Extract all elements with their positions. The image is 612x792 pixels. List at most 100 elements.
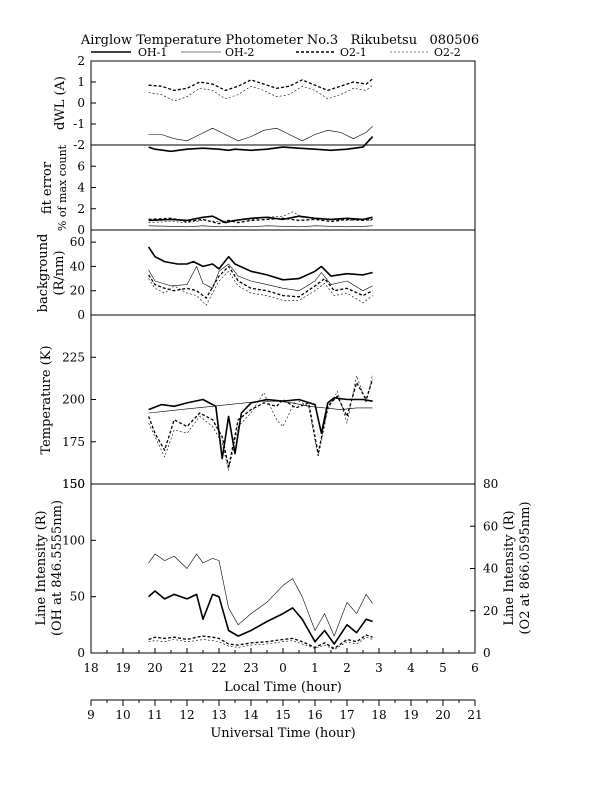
x-axis-local-tick-label: 0	[279, 661, 287, 675]
background-series-o2-2	[148, 270, 373, 306]
x-axis-local-tick-label: 1	[311, 661, 319, 675]
background-ytick-label: 20	[70, 284, 85, 298]
x-axis-local-tick-label: 18	[83, 661, 98, 675]
panel-temperature: Temperature (K)	[39, 314, 476, 485]
temperature-series-oh-2	[148, 400, 373, 414]
legend-label-oh-2: OH-2	[225, 46, 254, 59]
panel-dwl: dWL (A)	[53, 60, 476, 146]
x-axis-ut-tick-label: 9	[87, 708, 95, 722]
legend-label-oh-1: OH-1	[138, 46, 167, 59]
dwl-ytick-label: -1	[73, 117, 85, 131]
panel-fit-error-ylabel-2: % of max count	[56, 144, 69, 231]
line-intensity-ytick-right-label: 0	[483, 646, 491, 660]
panel-line-intensity-ylabel-right-1: Line Intensity (R)	[502, 510, 517, 625]
fit-error-ytick-label: 4	[77, 181, 85, 195]
line-intensity-series-oh-1	[148, 590, 373, 645]
x-axis-local-tick-label: 2	[343, 661, 351, 675]
background-series-oh-2	[148, 263, 373, 292]
legend: OH-1 OH-2 O2-1 O2-2	[91, 46, 461, 59]
line-intensity-ytick-label: 100	[62, 533, 85, 547]
x-axis-ut-tick-label: 19	[403, 708, 418, 722]
background-ytick-label: 40	[70, 259, 85, 273]
x-axis-local-tick-label: 21	[179, 661, 194, 675]
background-series-o2-1	[148, 265, 373, 299]
x-axis-local-tick-label: 22	[211, 661, 226, 675]
temperature-series-o2-2	[148, 374, 373, 471]
x-axis-local-tick-label: 5	[439, 661, 447, 675]
background-ytick-label: 60	[70, 235, 85, 249]
temperature-series-o2-1	[147, 379, 374, 468]
x-axis-local-tick-label: 23	[243, 661, 258, 675]
temperature-series-oh-1	[148, 396, 373, 460]
x-axis-local-tick-label: 20	[147, 661, 162, 675]
line-intensity-ytick-right-label: 60	[483, 519, 498, 533]
dwl-ytick-label: 0	[77, 96, 85, 110]
background-ytick-label: 0	[77, 308, 85, 322]
line-intensity-series-oh-2	[148, 553, 373, 637]
panel-fit-error-frame	[90, 144, 476, 231]
x-axis-ut: 9 10 11 12 13 14 15 16 17 18 19 20 21	[87, 699, 483, 722]
x-axis-ut-tick-label: 17	[339, 708, 354, 722]
panel-background-frame	[90, 229, 476, 316]
line-intensity-series-o2-1	[148, 634, 373, 650]
dwl-series-oh-2	[148, 125, 373, 142]
x-axis-ut-tick-label: 18	[371, 708, 386, 722]
x-axis-local-label: Local Time (hour)	[224, 680, 342, 695]
panel-dwl-frame	[90, 60, 476, 146]
line-intensity-ytick-right-label: 40	[483, 562, 498, 576]
fit-error-series-o2-2	[148, 211, 373, 223]
x-axis-local-tick-label: 6	[471, 661, 479, 675]
x-axis-ut-tick-label: 21	[467, 708, 482, 722]
x-axis-ut-label: Universal Time (hour)	[210, 726, 355, 741]
fit-error-series-oh-2	[148, 225, 373, 228]
x-axis-ut-tick-label: 20	[435, 708, 450, 722]
chart-marks: 210-1-2642060402002252001751501501005008…	[62, 54, 498, 660]
panel-line-intensity-ylabel-2: (OH at 846.5555nm)	[50, 500, 65, 636]
fit-error-ytick-label: 2	[77, 202, 85, 216]
panel-temperature-ylabel: Temperature (K)	[39, 345, 54, 454]
dwl-series-oh-1	[148, 136, 374, 153]
line-intensity-ytick-right-label: 80	[483, 477, 498, 491]
panel-line-intensity-frame	[90, 483, 476, 654]
line-intensity-ytick-right-label: 20	[483, 604, 498, 618]
temperature-ytick-label: 150	[62, 477, 85, 491]
line-intensity-ytick-label: 150	[62, 477, 85, 491]
panel-background-ylabel-1: background	[36, 234, 51, 313]
legend-label-o2-1: O2-1	[340, 46, 367, 59]
dwl-ytick-label: 2	[77, 54, 85, 68]
panel-temperature-frame	[90, 314, 476, 485]
x-axis-local-tick-label: 4	[407, 661, 415, 675]
fit-error-series-oh-1	[148, 215, 373, 224]
fit-error-ytick-label: 0	[77, 223, 85, 237]
x-axis-ut-tick-label: 14	[243, 708, 259, 722]
legend-label-o2-2: O2-2	[434, 46, 461, 59]
x-axis-local: 18 19 20 21 22 23 0 1 2 3 4 5 6	[83, 648, 479, 675]
panel-line-intensity: Line Intensity (R) (OH at 846.5555nm) Li…	[34, 483, 533, 654]
temperature-ytick-label: 225	[62, 350, 85, 364]
panel-line-intensity-ylabel-1: Line Intensity (R)	[34, 510, 49, 625]
line-intensity-series-o2-2	[148, 636, 373, 650]
dwl-series-o2-1	[148, 78, 374, 92]
x-axis-local-tick-label: 3	[375, 661, 383, 675]
panel-line-intensity-ylabel-right-2: (O2 at 866.0595nm)	[518, 501, 533, 634]
x-axis-ut-tick-label: 12	[179, 708, 194, 722]
line-intensity-ytick-label: 50	[70, 590, 85, 604]
panel-fit-error-ylabel-1: fit error	[40, 161, 55, 214]
dwl-ytick-label: -2	[73, 138, 85, 152]
x-axis-local-tick-label: 19	[115, 661, 130, 675]
x-axis-ut-tick-label: 11	[147, 708, 162, 722]
x-axis-ut-tick-label: 16	[307, 708, 322, 722]
fit-error-series-o2-1	[148, 217, 373, 225]
x-axis-ut-tick-label: 10	[115, 708, 130, 722]
x-axis-ut-tick-label: 15	[275, 708, 290, 722]
panel-dwl-ylabel: dWL (A)	[53, 76, 68, 130]
panel-background-ylabel-2: (R/nm)	[52, 250, 67, 295]
chart-title: Airglow Temperature Photometer No.3 Riku…	[80, 33, 479, 48]
background-series-oh-1	[147, 246, 373, 281]
fit-error-ytick-label: 6	[77, 159, 85, 173]
temperature-ytick-label: 200	[62, 393, 85, 407]
temperature-ytick-label: 175	[62, 435, 85, 449]
dwl-series-o2-2	[148, 84, 373, 102]
dwl-ytick-label: 1	[77, 75, 85, 89]
